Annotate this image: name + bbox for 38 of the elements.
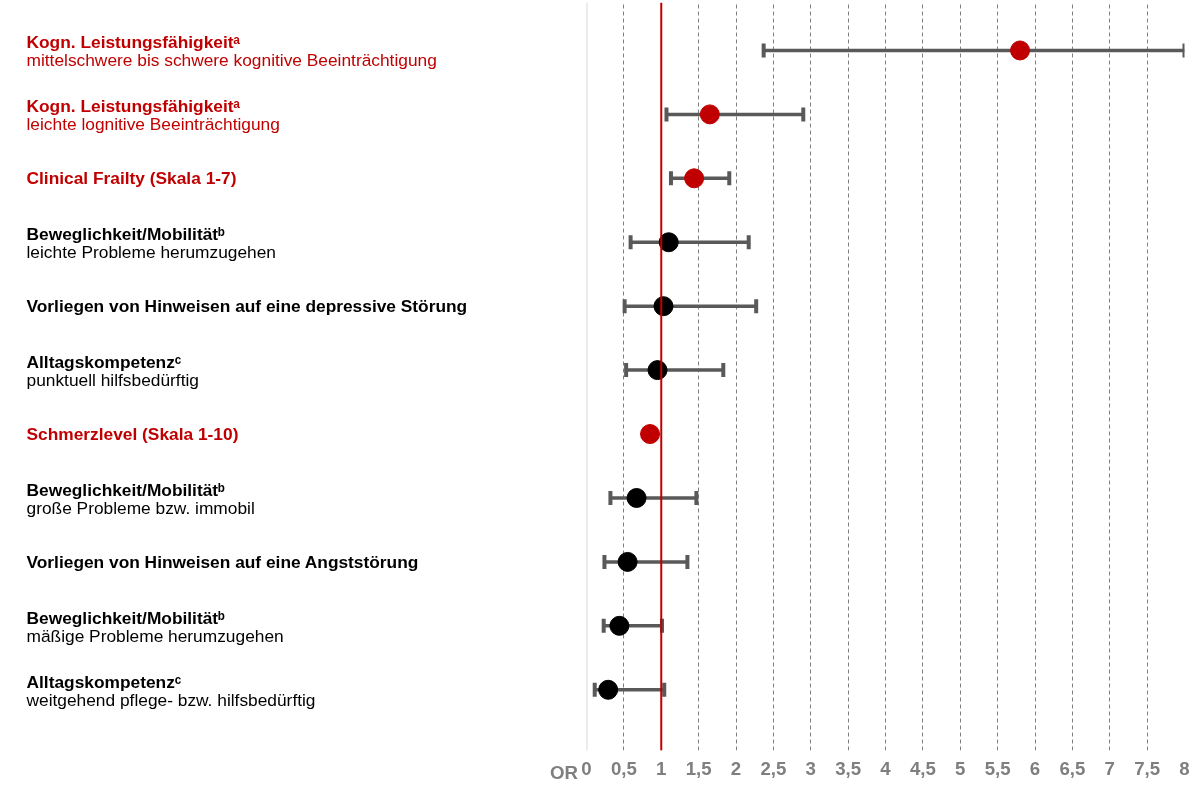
y-tick-label: Alltagskompetenzᶜ weitgehend pflege- bzw. hilfsbedürftig (25, 671, 316, 710)
x-tick-label: 8 (1179, 757, 1190, 779)
y-tick-label: Clinical Frailty (Skala 1-7) (26, 168, 237, 189)
x-tick-label: 4,5 (909, 757, 936, 779)
x-tick-label: 7,5 (1134, 757, 1161, 779)
x-tick-label: 3,5 (835, 757, 862, 779)
x-axis-title: OR (550, 761, 579, 783)
point (1010, 40, 1031, 61)
point (699, 104, 720, 125)
point (626, 487, 647, 508)
point (598, 679, 619, 700)
x-tick-label: 4 (880, 757, 892, 779)
y-tick-label: Kogn. Leistungsfähigkeitᵃ mittelschwere bis schwere kognitive Beeinträchtigung (26, 32, 437, 71)
y-tick-label: Beweglichkeit/Mobilitätᵇ leichte Probleme herumzugehen (26, 224, 276, 263)
x-tick-label: 2,5 (760, 757, 787, 779)
y-tick-label: Schmerzlevel (Skala 1-10) (26, 424, 239, 445)
y-tick-label: Vorliegen von Hinweisen auf eine depressive Störung (26, 296, 468, 317)
y-tick-label: Beweglichkeit/Mobilitätᵇ mäßige Probleme herumzugehen (26, 607, 284, 646)
point (617, 551, 638, 572)
x-tick-label: 5 (955, 757, 966, 779)
x-tick-label: 0 (581, 757, 592, 779)
x-tick-label: 6,5 (1059, 757, 1086, 779)
x-tick-label: 2 (730, 757, 742, 779)
x-tick-label: 3 (805, 757, 816, 779)
point (640, 424, 661, 445)
y-tick-label: Beweglichkeit/Mobilitätᵇ große Probleme bzw. immobil (26, 479, 255, 518)
y-tick-label: Alltagskompetenzᶜ punktuell hilfsbedürftig (26, 352, 199, 391)
point (609, 615, 630, 636)
y-tick-label: Kogn. Leistungsfähigkeitᵃ leichte lognitive Beeinträchtigung (26, 96, 280, 135)
y-tick-label: Vorliegen von Hinweisen auf eine Angststörung (26, 551, 419, 572)
x-tick-label: 5,5 (984, 757, 1011, 779)
point (658, 232, 679, 253)
point (684, 168, 705, 189)
x-tick-label: 1,5 (685, 757, 712, 779)
x-tick-label: 7 (1104, 757, 1115, 779)
x-tick-label: 1 (656, 757, 667, 779)
x-tick-label: 0,5 (610, 757, 637, 779)
x-tick-label: 6 (1029, 757, 1041, 779)
